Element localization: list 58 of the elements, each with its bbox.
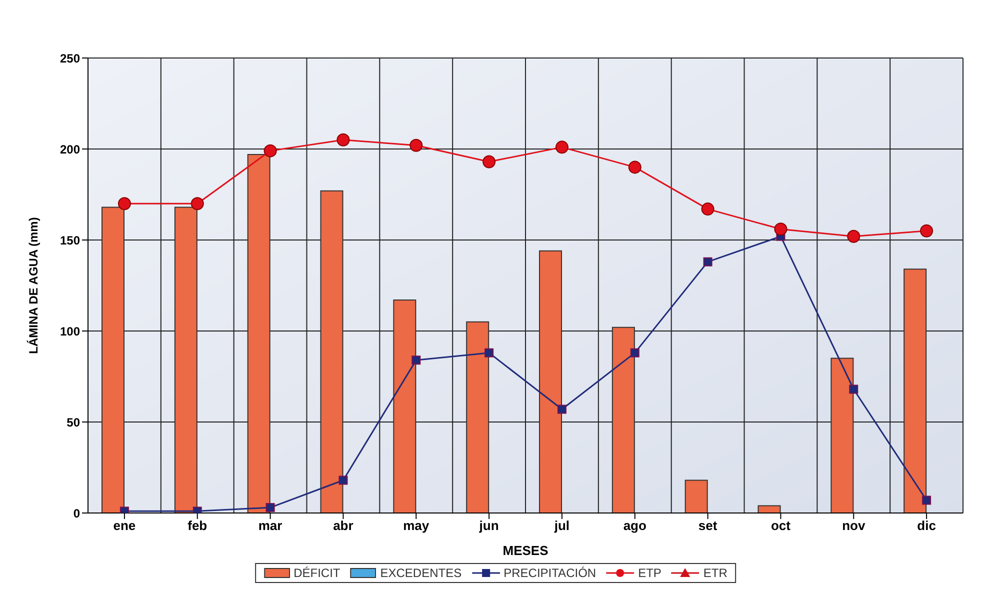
x-tick-label: jun [478,518,499,534]
point [410,138,423,152]
x-tick-label: mar [258,518,282,534]
point [701,202,714,216]
x-tick-label: nov [842,518,866,534]
x-tick-label: oct [770,518,792,534]
x-tick-label: may [403,518,430,534]
point [920,224,934,238]
point [555,140,568,154]
legend-label: DÉFICIT [294,566,340,580]
y-tick-label: 250 [60,51,80,66]
point [266,503,275,512]
y-tick-label: 50 [66,415,80,430]
bar [320,190,344,513]
point [922,496,932,505]
x-tick-label: jul [553,518,570,534]
legend-label: ETR [703,566,728,580]
point [190,197,204,210]
point [849,384,858,394]
point [412,356,421,365]
point [264,144,277,158]
point [774,222,788,236]
bar [830,358,854,513]
point [847,230,860,243]
y-tick-label: 0 [73,506,80,520]
bar [466,321,490,513]
bar [393,300,416,513]
x-tick-label: abr [333,518,354,534]
point [336,133,350,146]
x-tick-label: ene [113,518,136,534]
bar [247,154,270,513]
point [703,257,712,266]
y-tick-label: 200 [60,142,80,156]
bar [612,326,635,513]
bar [539,250,562,513]
x-tick-label: set [698,518,718,534]
bar [904,268,927,513]
x-tick-label: dic [917,518,936,534]
point [628,160,642,174]
y-axis-title: LÁMINA DE AGUA (mm) [26,217,40,354]
point [484,348,494,358]
legend-label: ETP [638,566,662,580]
point [557,404,566,414]
x-tick-label: feb [188,518,208,534]
bar [174,206,198,513]
legend-label: PRECIPITACIÓN [504,566,596,580]
legend-label: EXCEDENTES [380,566,462,580]
point [118,197,131,210]
bar [758,505,781,513]
point [630,348,640,358]
point [338,476,348,485]
bar [102,206,124,513]
x-axis-title: MESES [502,543,549,558]
y-tick-label: 150 [60,233,80,248]
point [482,155,496,168]
bar [684,480,708,513]
y-tick-label: 100 [60,324,80,338]
x-tick-label: ago [623,518,646,534]
